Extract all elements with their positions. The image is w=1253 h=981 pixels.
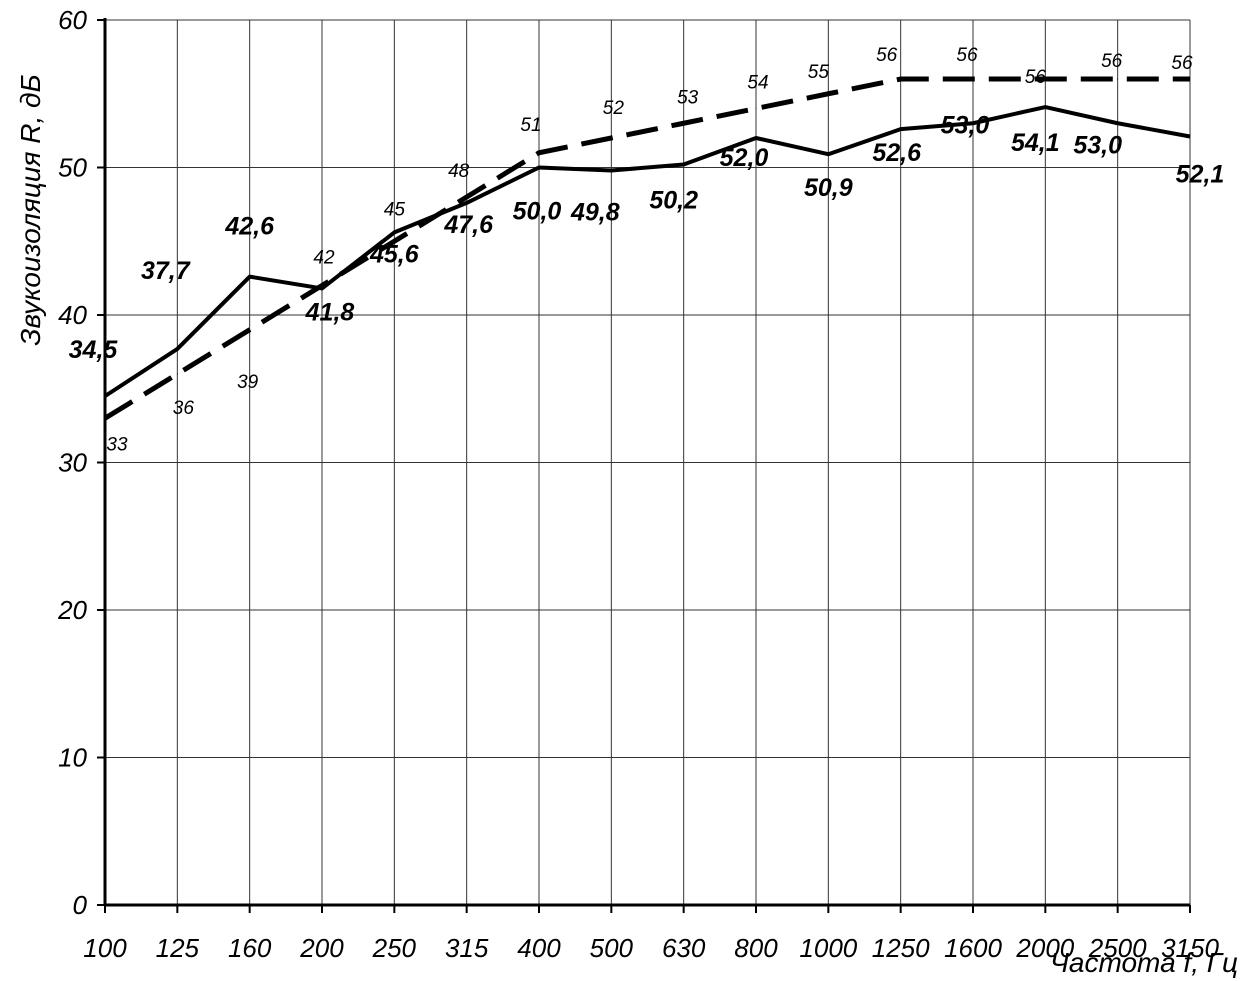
measured-point [466, 202, 468, 204]
axes: 0 10 20 30 40 50 60 100 125 160 200 250 315 400 500 630… [57, 5, 1219, 963]
measured-point [1117, 122, 1119, 124]
norm-point [972, 78, 974, 80]
measured-data-label: 53,0 [941, 111, 990, 139]
norm-data-label: 36 [173, 398, 195, 419]
norm-point [1189, 78, 1191, 80]
measured-point [321, 287, 323, 289]
measured-point [1044, 106, 1046, 108]
measured-data-label: 42,6 [224, 213, 275, 241]
measured-data-label: 49,8 [570, 198, 620, 226]
norm-point [610, 137, 612, 139]
y-tick-label: 20 [57, 595, 87, 625]
y-axis-title: Звукоизоляция R, дБ [15, 74, 46, 345]
measured-data-label: 50,2 [649, 187, 698, 215]
x-tick-label: 315 [445, 933, 489, 963]
y-tick-label: 60 [58, 5, 87, 35]
measured-data-label: 52,6 [872, 139, 922, 167]
x-tick-label: 1600 [944, 933, 1002, 963]
y-tick-label: 0 [73, 890, 88, 920]
measured-data-label: 50,0 [513, 198, 562, 226]
measured-data-label: 54,1 [1011, 129, 1060, 157]
norm-data-label: 56 [1025, 67, 1047, 88]
norm-data-label: 45 [384, 199, 406, 220]
x-tick-label: 630 [662, 933, 706, 963]
norm-point [827, 93, 829, 95]
measured-data-label: 52,0 [720, 144, 769, 172]
measured-data-label: 47,6 [443, 211, 494, 239]
measured-point [755, 137, 757, 139]
norm-data-label: 54 [747, 73, 768, 94]
x-tick-label: 1000 [799, 933, 857, 963]
measured-point [176, 348, 178, 350]
x-tick-label: 800 [734, 933, 778, 963]
norm-data-label: 51 [520, 115, 541, 136]
data-labels: 34,5 37,7 42,6 41,8 45,6 47,6 50,0 49,8 50,2 52,0… [69, 45, 1225, 455]
norm-point [683, 122, 685, 124]
x-tick-label: 125 [156, 933, 200, 963]
norm-point [538, 152, 540, 154]
measured-point [1189, 136, 1191, 138]
x-tick-label: 100 [83, 933, 127, 963]
measured-point [610, 169, 612, 171]
norm-point [1044, 78, 1046, 80]
x-tick-label: 160 [228, 933, 272, 963]
norm-data-label: 56 [876, 45, 898, 66]
measured-data-label: 52,1 [1176, 161, 1225, 189]
norm-data-label: 42 [313, 248, 335, 269]
norm-point [176, 373, 178, 375]
measured-point [393, 231, 395, 233]
x-tick-label: 200 [299, 933, 344, 963]
measured-data-label: 34,5 [69, 336, 119, 364]
measured-data-label: 45,6 [369, 240, 420, 268]
norm-series-line [103, 76, 1190, 421]
y-tick-label: 40 [58, 300, 87, 330]
norm-data-label: 56 [1171, 53, 1193, 74]
norm-data-label: 39 [237, 372, 259, 393]
measured-point [900, 128, 902, 130]
measured-data-label: 37,7 [141, 257, 191, 285]
measured-point [249, 276, 251, 278]
norm-point [1117, 78, 1119, 80]
y-tick-label: 30 [58, 448, 87, 478]
x-tick-label: 1250 [872, 933, 930, 963]
x-axis-title: Частота f, Гц [1050, 947, 1238, 978]
measured-series-line [103, 105, 1191, 398]
measured-data-label: 53,0 [1073, 131, 1122, 159]
measured-data-label: 50,9 [804, 174, 853, 202]
x-tick-label: 2500 [1088, 933, 1147, 963]
y-tick-label: 10 [58, 743, 87, 773]
measured-data-label: 41,8 [305, 298, 355, 326]
x-tick-label: 400 [517, 933, 561, 963]
norm-point [900, 78, 902, 80]
norm-data-label: 55 [808, 62, 830, 83]
norm-data-label: 56 [1101, 51, 1123, 72]
norm-point [466, 196, 468, 198]
x-tick-label: 2000 [1015, 933, 1074, 963]
norm-point [393, 240, 395, 242]
measured-point [683, 164, 685, 166]
x-tick-label: 250 [372, 933, 417, 963]
measured-point [538, 167, 540, 168]
norm-point [755, 108, 757, 109]
measured-point [827, 153, 829, 155]
y-tick-label: 50 [58, 153, 87, 183]
x-tick-label: 500 [590, 933, 634, 963]
norm-data-label: 56 [956, 45, 978, 66]
norm-data-label: 48 [448, 161, 470, 182]
norm-data-label: 33 [106, 434, 128, 455]
measured-point [972, 122, 974, 124]
norm-data-label: 53 [677, 87, 699, 108]
norm-data-label: 52 [603, 98, 625, 119]
x-tick-label: 3150 [1161, 933, 1219, 963]
norm-point [249, 329, 251, 331]
